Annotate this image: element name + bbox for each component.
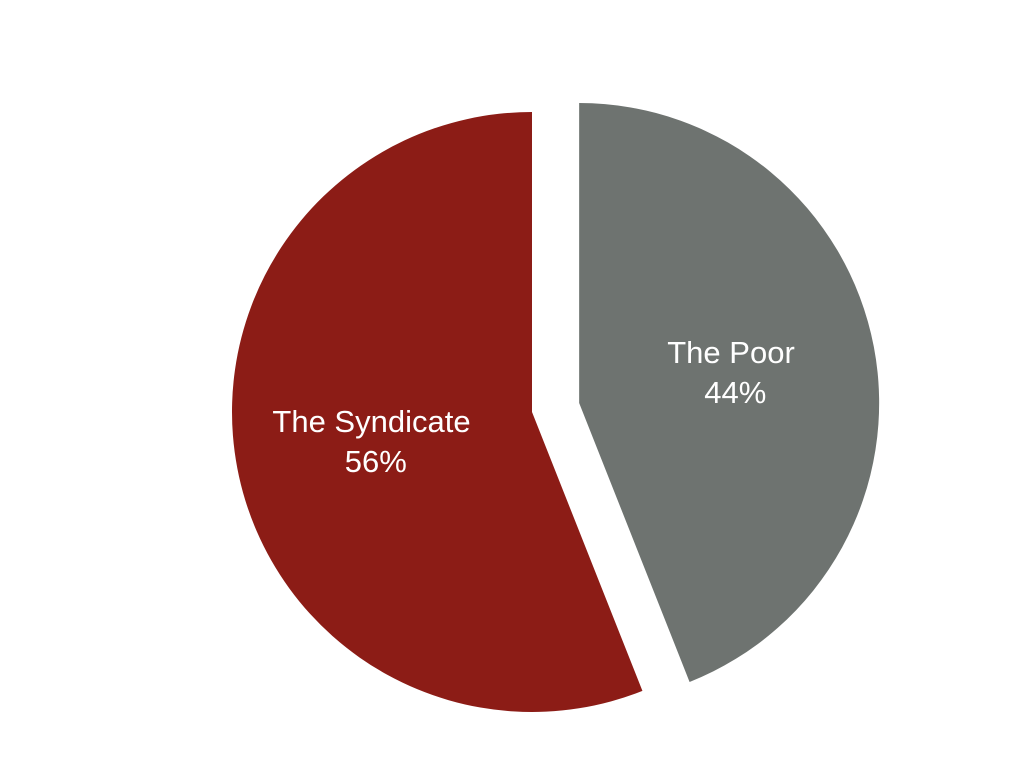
slice-name-the-syndicate: The Syndicate bbox=[272, 404, 470, 439]
slice-label-the-poor: The Poor 44% bbox=[667, 335, 803, 410]
pie-slices bbox=[232, 103, 880, 712]
slice-label-the-syndicate: The Syndicate 56% bbox=[272, 404, 479, 479]
slice-value-the-syndicate: 56% bbox=[345, 444, 407, 479]
slice-value-the-poor: 44% bbox=[704, 375, 766, 410]
slice-name-the-poor: The Poor bbox=[667, 335, 795, 370]
pie-slice-the-poor bbox=[579, 103, 880, 682]
pie-slice-the-syndicate bbox=[232, 112, 643, 712]
pie-labels: The Poor 44% The Syndicate 56% bbox=[272, 335, 803, 479]
